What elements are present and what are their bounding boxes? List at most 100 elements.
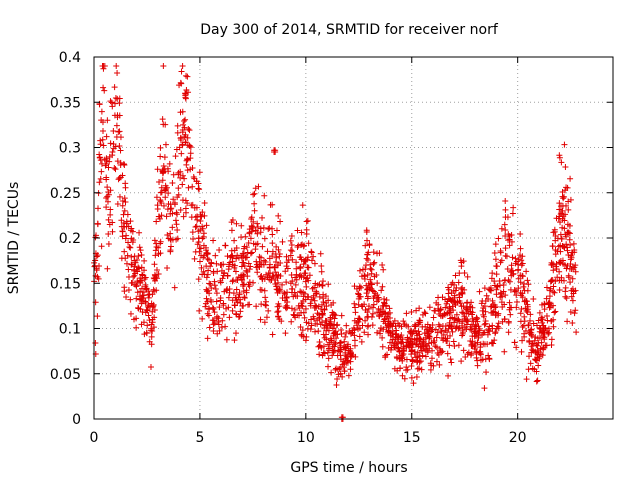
data-point — [491, 301, 498, 308]
data-point — [488, 309, 495, 316]
data-point — [418, 366, 425, 373]
data-points — [91, 63, 580, 422]
data-point — [203, 295, 210, 302]
data-point — [114, 201, 121, 208]
data-point — [236, 290, 243, 297]
data-point — [133, 283, 140, 290]
data-point — [193, 178, 200, 185]
data-point — [517, 230, 524, 237]
data-point — [370, 249, 377, 256]
data-point — [467, 338, 474, 345]
data-point — [103, 174, 110, 181]
data-point — [210, 237, 217, 244]
data-point — [229, 258, 236, 265]
data-point — [211, 309, 218, 316]
data-point — [238, 222, 245, 229]
data-point — [220, 300, 227, 307]
data-point — [442, 304, 449, 311]
y-tick-label: 0.25 — [50, 186, 81, 202]
data-point — [311, 297, 318, 304]
data-point — [116, 100, 123, 107]
data-point — [174, 235, 181, 242]
data-point — [463, 325, 470, 332]
data-point — [507, 304, 514, 311]
data-point — [459, 320, 466, 327]
data-point — [349, 327, 356, 334]
data-point — [338, 327, 345, 334]
data-point — [367, 276, 374, 283]
data-point — [347, 351, 354, 358]
data-point — [550, 323, 557, 330]
data-point — [278, 318, 285, 325]
data-point — [356, 267, 363, 274]
data-point — [416, 359, 423, 366]
data-point — [566, 236, 573, 243]
data-point — [183, 87, 190, 94]
data-point — [315, 343, 322, 350]
data-point — [127, 218, 134, 225]
data-point — [421, 330, 428, 337]
data-point — [316, 293, 323, 300]
data-point — [264, 248, 271, 255]
data-point — [148, 333, 155, 340]
y-tick-label: 0 — [72, 412, 81, 428]
data-point — [534, 377, 541, 384]
data-point — [98, 108, 105, 115]
data-point — [493, 291, 500, 298]
data-point — [484, 331, 491, 338]
data-point — [155, 213, 162, 220]
data-point — [121, 195, 128, 202]
data-point — [501, 221, 508, 228]
data-point — [179, 126, 186, 133]
x-tick-label: 0 — [90, 430, 99, 446]
data-point — [368, 281, 375, 288]
data-point — [518, 257, 525, 264]
data-point — [258, 261, 265, 268]
data-point — [247, 250, 254, 257]
data-point — [240, 288, 247, 295]
data-point — [173, 221, 180, 228]
data-point — [221, 288, 228, 295]
data-point — [371, 259, 378, 266]
data-point — [234, 299, 241, 306]
data-point — [196, 258, 203, 265]
data-point — [460, 347, 467, 354]
data-point — [339, 373, 346, 380]
data-point — [296, 273, 303, 280]
data-point — [521, 287, 528, 294]
data-point — [141, 267, 148, 274]
data-point — [497, 289, 504, 296]
data-point — [272, 280, 279, 287]
data-point — [103, 133, 110, 140]
data-point — [492, 329, 499, 336]
data-point — [393, 354, 400, 361]
data-point — [119, 228, 126, 235]
data-point — [508, 262, 515, 269]
data-point — [523, 376, 530, 383]
data-point — [559, 207, 566, 214]
data-point — [420, 336, 427, 343]
data-point — [199, 223, 206, 230]
data-point — [366, 241, 373, 248]
data-point — [181, 175, 188, 182]
data-point — [147, 363, 154, 370]
data-point — [301, 270, 308, 277]
data-point — [302, 305, 309, 312]
data-point — [424, 321, 431, 328]
data-point — [432, 326, 439, 333]
data-point — [543, 342, 550, 349]
data-point — [104, 198, 111, 205]
data-point — [92, 262, 99, 269]
data-point — [250, 191, 257, 198]
data-point — [413, 307, 420, 314]
data-point — [160, 163, 167, 170]
data-point — [356, 315, 363, 322]
data-point — [472, 328, 479, 335]
data-point — [363, 255, 370, 262]
data-point — [184, 200, 191, 207]
data-point — [389, 328, 396, 335]
data-point — [325, 355, 332, 362]
data-point — [239, 277, 246, 284]
data-point — [105, 231, 112, 238]
data-point — [174, 211, 181, 218]
